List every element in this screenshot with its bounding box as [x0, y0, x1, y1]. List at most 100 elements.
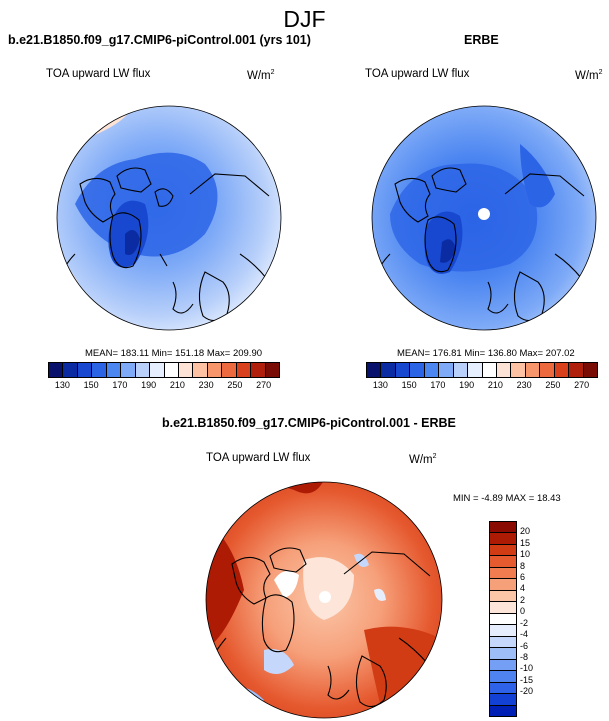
colorbar-tick-label: -8 [520, 651, 529, 662]
colorbar-swatch [235, 363, 251, 377]
colorbar-tick-label: 170 [430, 380, 446, 390]
colorbar-swatch [380, 363, 395, 377]
panel1-units: W/m2 [247, 69, 275, 82]
colorbar-swatch [423, 363, 439, 377]
colorbar-swatch [134, 363, 150, 377]
colorbar-swatch [490, 543, 516, 556]
panel3-title: b.e21.B1850.f09_g17.CMIP6-piControl.001 … [162, 416, 456, 430]
colorbar-swatch [495, 363, 511, 377]
colorbar-swatch [490, 566, 516, 579]
colorbar-tick-label: 270 [256, 380, 272, 390]
colorbar-swatch [206, 363, 222, 377]
colorbar-swatch [490, 704, 516, 716]
colorbar-swatch [367, 363, 381, 377]
colorbar-tick-label: 10 [520, 549, 531, 560]
colorbar-swatch [539, 363, 554, 377]
colorbar-swatch [481, 363, 496, 377]
colorbar-tick-label: 210 [487, 380, 503, 390]
colorbar-tick-label: 250 [545, 380, 561, 390]
colorbar-swatch [490, 670, 516, 682]
colorbar-swatch [510, 363, 525, 377]
panel2-stats: MEAN= 176.81 Min= 136.80 Max= 207.02 [397, 348, 575, 359]
colorbar-tick-label: 190 [141, 380, 157, 390]
colorbar-swatch [582, 363, 597, 377]
colorbar-tick-label: 270 [574, 380, 590, 390]
panel3-colorbar-ticks: 20 15 10 8 6 4 2 0 -2 -4 -6 -8 -10 -15 -20 [520, 521, 560, 715]
panel3-units: W/m2 [409, 453, 437, 466]
colorbar-tick-label: 0 [520, 606, 526, 617]
colorbar-tick-label: 20 [520, 526, 531, 537]
colorbar-tick-label: 4 [520, 583, 526, 594]
colorbar-swatch [553, 363, 569, 377]
colorbar-tick-label: -4 [520, 629, 529, 640]
colorbar-swatch [192, 363, 207, 377]
panel3-polar-map [205, 481, 443, 719]
colorbar-swatch [120, 363, 135, 377]
colorbar-swatch [490, 681, 516, 694]
colorbar-swatch [105, 363, 121, 377]
colorbar-tick-label: 150 [401, 380, 417, 390]
colorbar-swatch [490, 601, 516, 613]
panel1-title: b.e21.B1850.f09_g17.CMIP6-piControl.001 … [8, 33, 311, 47]
colorbar-tick-label: 230 [516, 380, 532, 390]
colorbar-tick-label: -15 [520, 674, 534, 685]
colorbar-tick-label: 15 [520, 537, 531, 548]
colorbar-swatch [163, 363, 178, 377]
colorbar-swatch [490, 658, 516, 671]
panel1-polar-map [56, 105, 282, 331]
colorbar-swatch [490, 532, 516, 544]
panel3-colorbar [489, 521, 517, 717]
panel2-units: W/m2 [575, 69, 603, 82]
panel3-variable-label: TOA upward LW flux [206, 452, 311, 464]
panel2-pole-mask [478, 208, 490, 220]
colorbar-tick-label: 150 [83, 380, 99, 390]
colorbar-swatch [568, 363, 583, 377]
colorbar-swatch [490, 589, 516, 602]
panel2-colorbar [366, 362, 598, 378]
colorbar-swatch [490, 693, 516, 705]
colorbar-tick-label: 210 [169, 380, 185, 390]
colorbar-tick-label: 230 [198, 380, 214, 390]
colorbar-swatch [452, 363, 468, 377]
colorbar-tick-label: 130 [372, 380, 388, 390]
colorbar-swatch [221, 363, 236, 377]
colorbar-tick-label: 6 [520, 572, 526, 583]
panel1-stats: MEAN= 183.11 Min= 151.18 Max= 209.90 [85, 348, 263, 359]
panel2-polar-map [371, 105, 597, 331]
colorbar-swatch [490, 522, 516, 533]
colorbar-swatch [467, 363, 482, 377]
colorbar-swatch [264, 363, 279, 377]
colorbar-swatch [490, 635, 516, 648]
panel3-pole-mask [319, 591, 331, 603]
colorbar-tick-label: 190 [459, 380, 475, 390]
panel1-variable-label: TOA upward LW flux [46, 68, 151, 80]
colorbar-swatch [490, 555, 516, 567]
panel1-colorbar-ticks: 130 150 170 190 210 230 250 270 [48, 380, 278, 392]
colorbar-swatch [149, 363, 164, 377]
colorbar-swatch [524, 363, 540, 377]
panel1-colorbar [48, 362, 280, 378]
colorbar-swatch [250, 363, 265, 377]
colorbar-swatch [490, 578, 516, 590]
colorbar-swatch [490, 612, 516, 625]
colorbar-tick-label: -2 [520, 617, 529, 628]
colorbar-swatch [76, 363, 92, 377]
page-title: DJF [283, 6, 326, 32]
colorbar-swatch [91, 363, 106, 377]
colorbar-tick-label: 130 [54, 380, 70, 390]
colorbar-swatch [438, 363, 453, 377]
colorbar-tick-label: 8 [520, 560, 526, 571]
colorbar-tick-label: 170 [112, 380, 128, 390]
panel2-colorbar-ticks: 130 150 170 190 210 230 250 270 [366, 380, 596, 392]
colorbar-tick-label: -10 [520, 663, 534, 674]
colorbar-tick-label: -20 [520, 686, 534, 697]
panel3-stats: MIN = -4.89 MAX = 18.43 [453, 493, 561, 504]
colorbar-tick-label: 250 [227, 380, 243, 390]
colorbar-swatch [394, 363, 410, 377]
colorbar-swatch [490, 624, 516, 636]
colorbar-tick-label: 2 [520, 594, 526, 605]
colorbar-swatch [409, 363, 424, 377]
panel2-variable-label: TOA upward LW flux [365, 68, 470, 80]
colorbar-swatch [177, 363, 193, 377]
panel2-title: ERBE [464, 33, 499, 47]
